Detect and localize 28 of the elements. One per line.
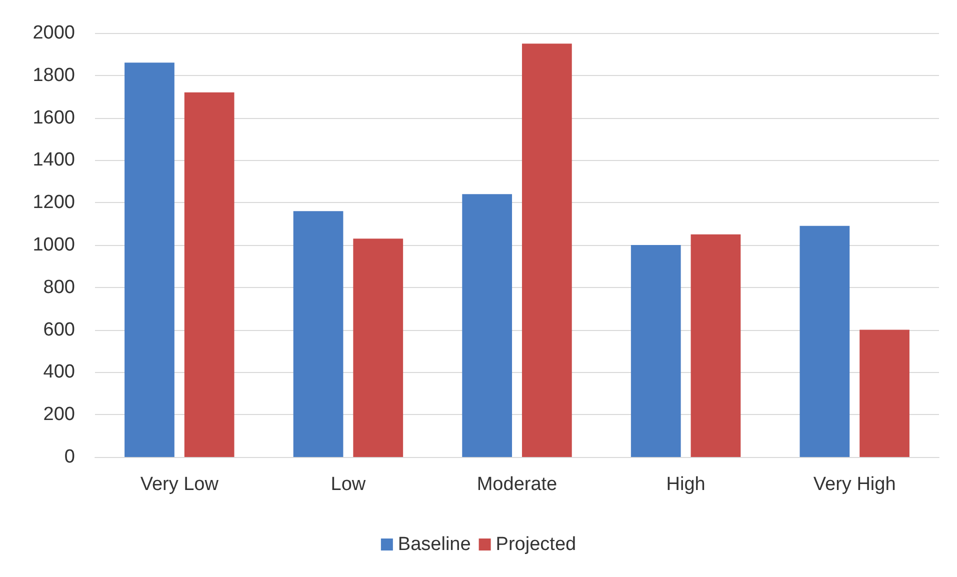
y-tick-label: 600 bbox=[43, 319, 75, 340]
y-tick-label: 1000 bbox=[32, 234, 75, 256]
y-tick-label: 400 bbox=[43, 362, 75, 383]
x-tick-label: Very High bbox=[813, 474, 896, 495]
y-tick-label: 200 bbox=[43, 404, 75, 426]
bar bbox=[630, 245, 681, 457]
bar bbox=[184, 92, 234, 457]
bar bbox=[353, 238, 404, 457]
bar bbox=[124, 62, 174, 457]
x-tick-label: Very Low bbox=[140, 474, 219, 495]
y-tick-label: 1200 bbox=[32, 192, 75, 214]
y-tick-label: 1600 bbox=[32, 107, 75, 128]
bar bbox=[522, 44, 572, 457]
y-tick-label: 2000 bbox=[32, 22, 75, 44]
y-tick-label: 0 bbox=[64, 446, 75, 468]
bar bbox=[462, 194, 512, 457]
y-tick-label: 1400 bbox=[32, 150, 75, 171]
bar bbox=[690, 234, 741, 457]
bar bbox=[800, 226, 850, 457]
x-tick-label: High bbox=[666, 474, 706, 495]
legend-label: Projected bbox=[496, 534, 576, 555]
y-tick-label: 1800 bbox=[32, 64, 75, 86]
bar bbox=[293, 211, 344, 457]
bar bbox=[860, 330, 910, 457]
x-tick-label: Moderate bbox=[476, 474, 558, 495]
legend-label: Baseline bbox=[398, 534, 471, 555]
y-tick-label: 800 bbox=[43, 276, 75, 298]
x-tick-label: Low bbox=[330, 474, 366, 495]
